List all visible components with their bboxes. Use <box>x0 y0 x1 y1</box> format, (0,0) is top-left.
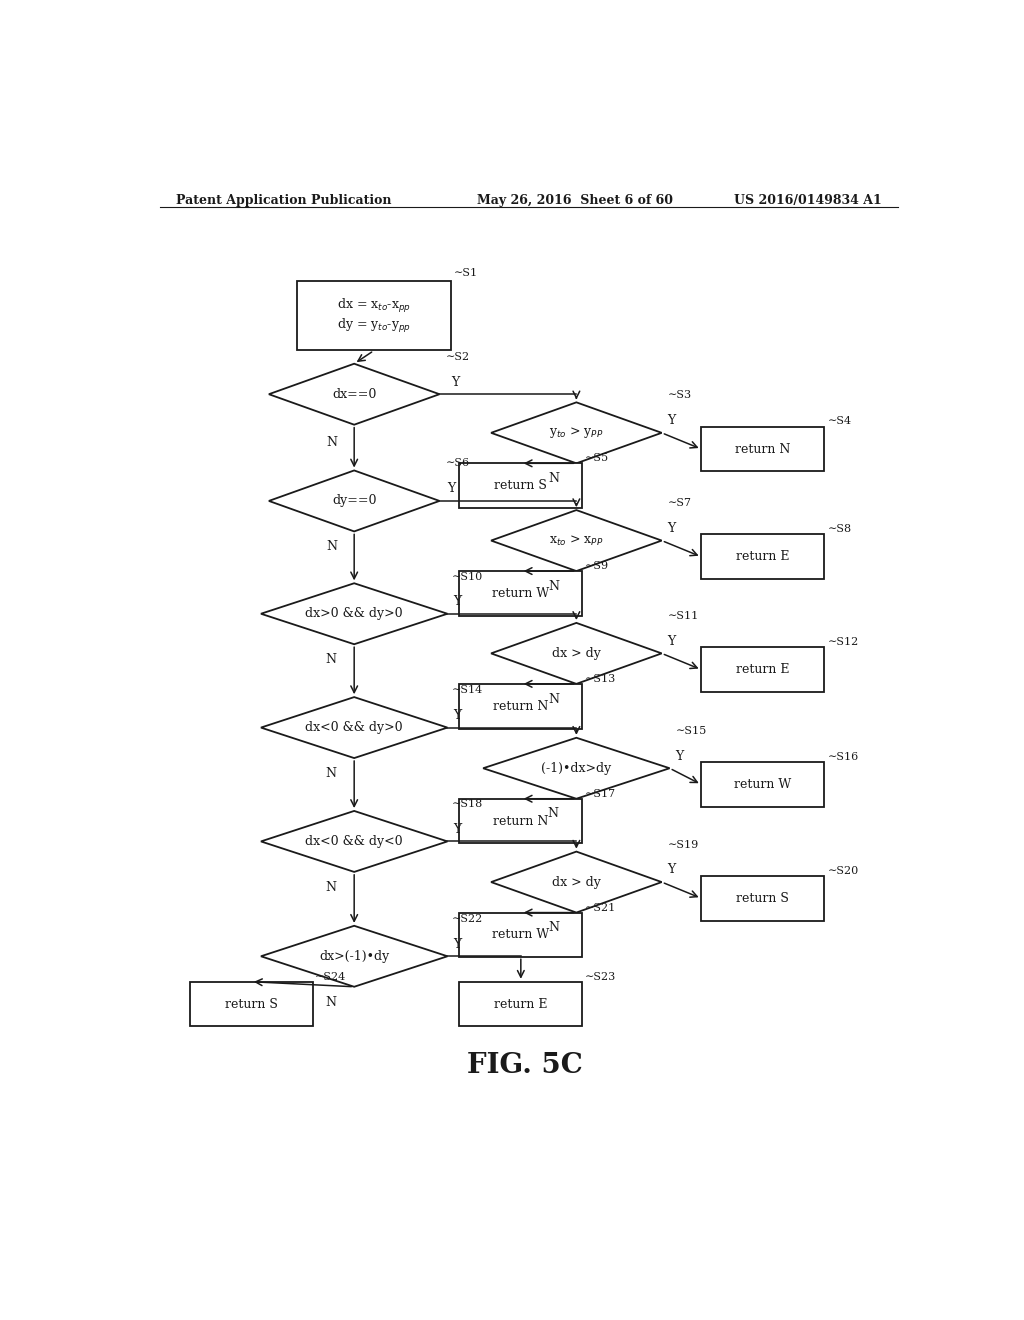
FancyBboxPatch shape <box>189 982 312 1027</box>
Text: ∼S6: ∼S6 <box>445 458 470 469</box>
Text: N: N <box>325 880 336 894</box>
Text: ∼S9: ∼S9 <box>585 561 608 572</box>
FancyBboxPatch shape <box>460 912 583 957</box>
Text: return E: return E <box>495 998 548 1011</box>
Polygon shape <box>269 364 439 425</box>
Text: dx = x$_{to}$-x$_{pp}$
dy = y$_{to}$-y$_{pp}$: dx = x$_{to}$-x$_{pp}$ dy = y$_{to}$-y$_… <box>337 297 411 335</box>
Text: y$_{to}$ > y$_{PP}$: y$_{to}$ > y$_{PP}$ <box>549 425 603 441</box>
Text: ∼S19: ∼S19 <box>668 840 699 850</box>
Polygon shape <box>261 925 447 987</box>
Text: ∼S1: ∼S1 <box>454 268 477 279</box>
Text: US 2016/0149834 A1: US 2016/0149834 A1 <box>734 194 882 207</box>
Text: N: N <box>327 437 338 450</box>
Text: ∼S16: ∼S16 <box>828 752 859 762</box>
Text: dx > dy: dx > dy <box>552 875 601 888</box>
Text: May 26, 2016  Sheet 6 of 60: May 26, 2016 Sheet 6 of 60 <box>477 194 673 207</box>
Text: dx > dy: dx > dy <box>552 647 601 660</box>
Text: N: N <box>547 808 558 821</box>
Text: ∼S17: ∼S17 <box>585 789 615 799</box>
Polygon shape <box>269 470 439 532</box>
Polygon shape <box>261 583 447 644</box>
Text: Y: Y <box>667 863 676 876</box>
Text: Patent Application Publication: Patent Application Publication <box>176 194 391 207</box>
Polygon shape <box>492 623 662 684</box>
Text: FIG. 5C: FIG. 5C <box>467 1052 583 1078</box>
Text: ∼S10: ∼S10 <box>452 573 483 582</box>
FancyBboxPatch shape <box>701 762 824 807</box>
Text: return N: return N <box>735 442 791 455</box>
Text: return E: return E <box>736 550 790 564</box>
Text: Y: Y <box>452 375 460 388</box>
Text: return W: return W <box>734 777 792 791</box>
Text: ∼S8: ∼S8 <box>828 524 852 535</box>
Text: Y: Y <box>667 521 676 535</box>
Text: Y: Y <box>453 822 461 836</box>
Polygon shape <box>492 851 662 912</box>
Polygon shape <box>261 810 447 873</box>
Text: ∼S7: ∼S7 <box>668 498 691 508</box>
FancyBboxPatch shape <box>701 535 824 579</box>
FancyBboxPatch shape <box>460 463 583 508</box>
Text: ∼S12: ∼S12 <box>828 638 859 647</box>
Text: return S: return S <box>736 892 790 904</box>
Text: ∼S21: ∼S21 <box>585 903 615 912</box>
Text: N: N <box>549 693 560 706</box>
Text: ∼S11: ∼S11 <box>668 611 699 620</box>
Text: return N: return N <box>494 700 549 713</box>
Text: ∼S15: ∼S15 <box>676 726 707 735</box>
Text: return E: return E <box>736 663 790 676</box>
Text: ∼S13: ∼S13 <box>585 675 615 684</box>
Text: ∼S23: ∼S23 <box>585 972 615 982</box>
Polygon shape <box>261 697 447 758</box>
Text: N: N <box>549 579 560 593</box>
Text: ∼S4: ∼S4 <box>828 416 852 426</box>
Text: N: N <box>549 473 560 484</box>
Text: ∼S3: ∼S3 <box>668 391 692 400</box>
Text: dy==0: dy==0 <box>332 495 377 507</box>
Text: Y: Y <box>667 635 676 648</box>
Text: return N: return N <box>494 814 549 828</box>
FancyBboxPatch shape <box>701 876 824 921</box>
Text: N: N <box>549 921 560 935</box>
Text: return W: return W <box>493 928 550 941</box>
FancyBboxPatch shape <box>701 426 824 471</box>
Text: dx<0 && dy>0: dx<0 && dy>0 <box>305 721 403 734</box>
Text: ∼S18: ∼S18 <box>452 799 483 809</box>
FancyBboxPatch shape <box>460 982 583 1027</box>
Text: Y: Y <box>447 482 456 495</box>
Text: Y: Y <box>453 709 461 722</box>
Text: dx>0 && dy>0: dx>0 && dy>0 <box>305 607 403 620</box>
Text: Y: Y <box>453 595 461 609</box>
FancyBboxPatch shape <box>701 647 824 692</box>
Text: Y: Y <box>667 414 676 428</box>
FancyBboxPatch shape <box>297 281 452 351</box>
Text: ∼S22: ∼S22 <box>452 913 483 924</box>
Text: N: N <box>325 653 336 667</box>
Text: ∼S5: ∼S5 <box>585 453 608 463</box>
Text: dx>(-1)•dy: dx>(-1)•dy <box>319 950 389 962</box>
Polygon shape <box>492 510 662 572</box>
Text: x$_{to}$ > x$_{PP}$: x$_{to}$ > x$_{PP}$ <box>549 533 603 548</box>
Text: N: N <box>327 540 338 553</box>
Text: N: N <box>325 767 336 780</box>
Text: Y: Y <box>675 750 683 763</box>
FancyBboxPatch shape <box>460 799 583 843</box>
Text: ∼S24: ∼S24 <box>314 972 346 982</box>
FancyBboxPatch shape <box>460 684 583 729</box>
Text: ∼S20: ∼S20 <box>828 866 859 876</box>
Text: return W: return W <box>493 587 550 599</box>
Text: return S: return S <box>224 998 278 1011</box>
Text: return S: return S <box>495 479 547 492</box>
Polygon shape <box>483 738 670 799</box>
Text: dx<0 && dy<0: dx<0 && dy<0 <box>305 836 403 847</box>
Text: Y: Y <box>453 937 461 950</box>
FancyBboxPatch shape <box>460 572 583 616</box>
Text: ∼S14: ∼S14 <box>452 685 483 696</box>
Text: dx==0: dx==0 <box>332 388 377 401</box>
Polygon shape <box>492 403 662 463</box>
Text: ∼S2: ∼S2 <box>445 351 470 362</box>
Text: N: N <box>325 995 336 1008</box>
Text: (-1)•dx>dy: (-1)•dx>dy <box>542 762 611 775</box>
